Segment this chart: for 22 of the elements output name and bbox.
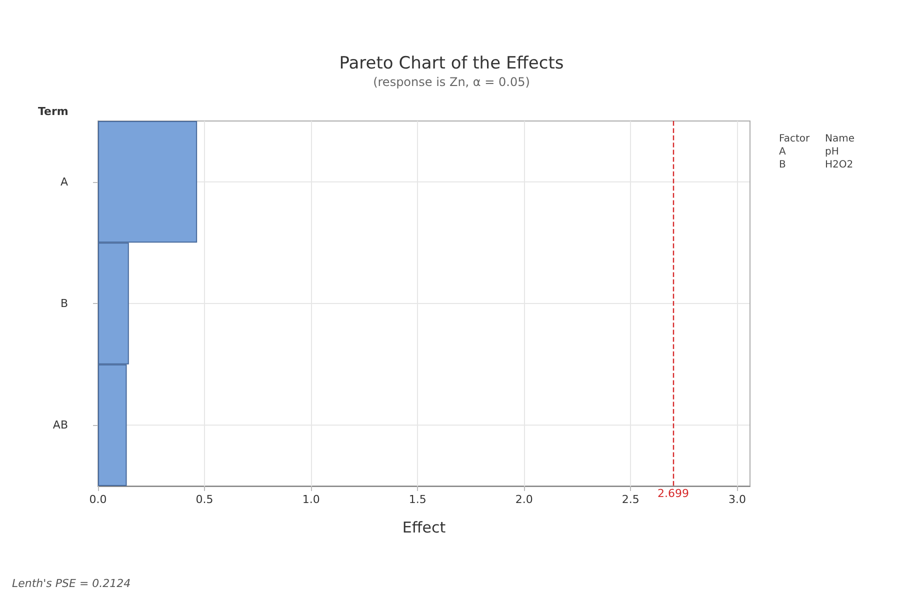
ref-line-label: 2.699: [658, 487, 690, 500]
text: Name: [825, 134, 855, 144]
x-tick-label: 0.0: [89, 493, 107, 506]
text: H2O2: [825, 160, 854, 170]
x-tick-label: 2.0: [515, 493, 533, 506]
chart-title: Pareto Chart of the Effects: [339, 54, 564, 74]
x-axis-title: Effect: [402, 518, 446, 536]
chart-subtitle: (response is Zn, α = 0.05): [373, 75, 530, 89]
text: B: [779, 160, 786, 170]
x-tick-label: 0.5: [196, 493, 214, 506]
text: A: [779, 146, 786, 158]
x-tick-label: 3.0: [728, 493, 746, 506]
text: Lenth's PSE = 0.2124: [12, 577, 131, 590]
text: Factor: [779, 134, 810, 144]
x-tick-label: 1.5: [408, 493, 426, 506]
text: pH: [825, 146, 839, 158]
y-tick-label: AB: [52, 418, 68, 432]
x-tick-label: 2.5: [622, 493, 640, 506]
y-axis-title: Term: [38, 105, 68, 118]
x-tick-label: 1.0: [302, 493, 320, 506]
y-tick-label: A: [60, 175, 68, 188]
y-tick-label: B: [60, 297, 68, 310]
